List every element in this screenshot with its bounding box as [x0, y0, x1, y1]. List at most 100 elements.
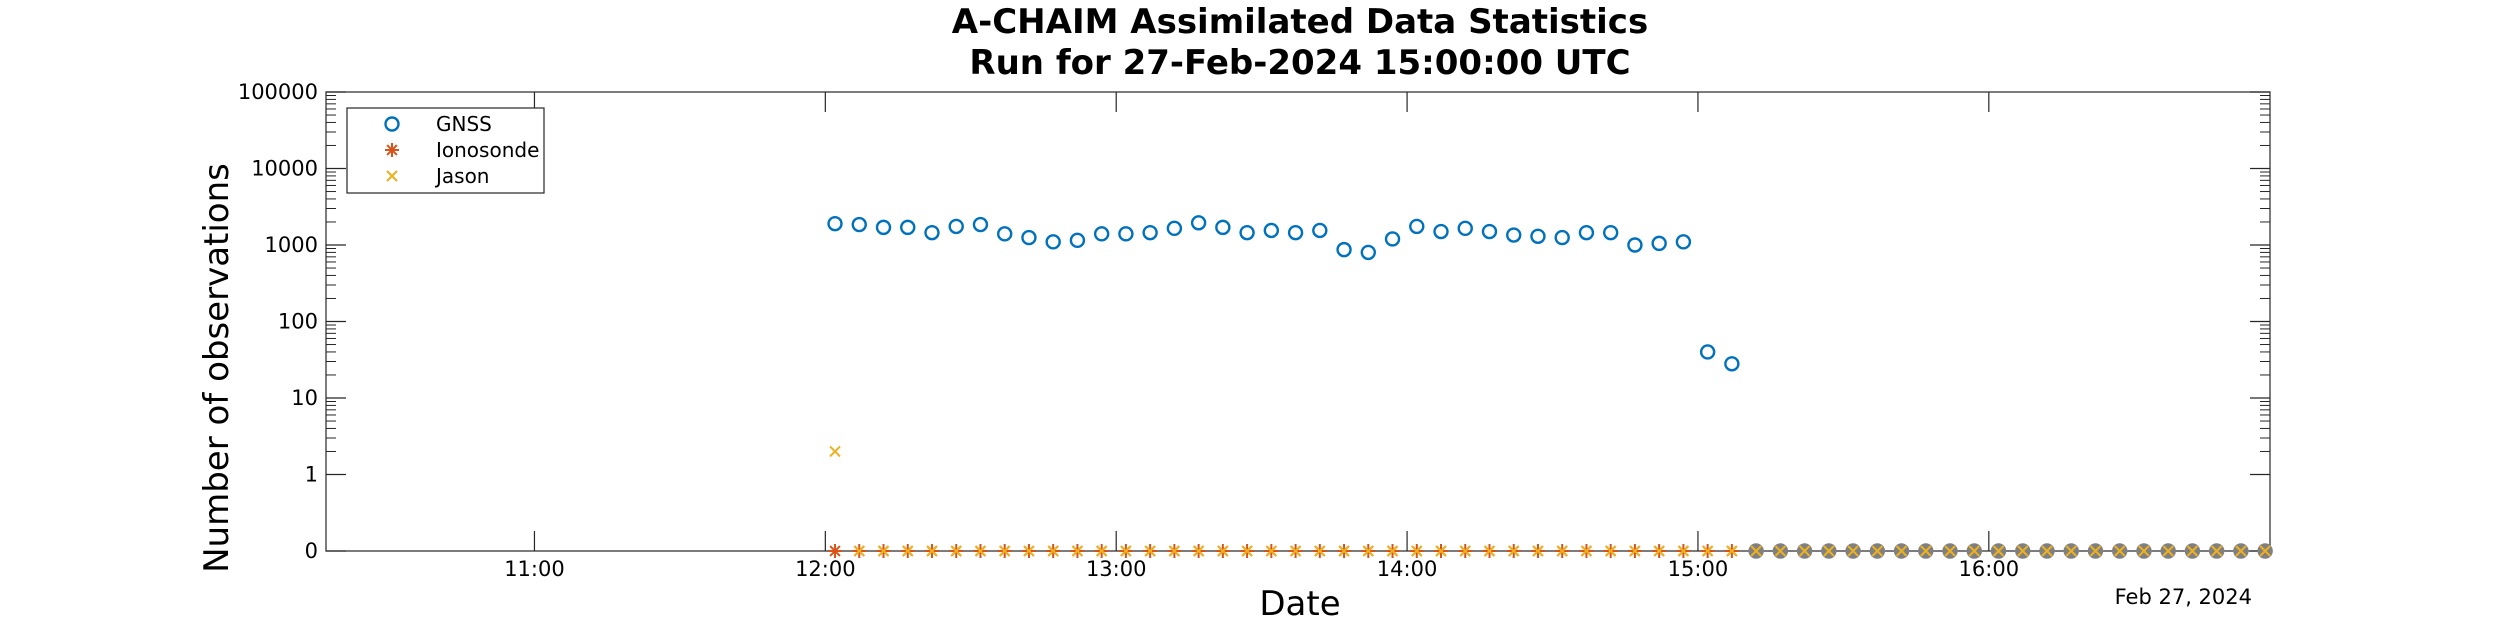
ionosonde-point [828, 544, 843, 558]
jason-point [2186, 545, 2199, 557]
gnss-point [1142, 224, 1158, 241]
gnss-point [1093, 226, 1110, 242]
jason-point [1386, 545, 1399, 557]
jason-point [1871, 545, 1884, 557]
gnss-point [1675, 234, 1692, 250]
jason-point [1023, 545, 1035, 557]
gnss-point [1554, 229, 1570, 246]
jason-point [902, 545, 914, 557]
jason-point [1895, 545, 1908, 557]
jason-point [2210, 545, 2223, 557]
jason-point [1604, 545, 1617, 557]
jason-point [1508, 545, 1520, 557]
gnss-point [924, 224, 940, 241]
jason-point [2162, 545, 2174, 557]
jason-point [1532, 545, 1544, 557]
x-tick-label: 15:00 [1668, 557, 1729, 581]
gnss-point [1069, 232, 1086, 249]
jason-point [1435, 545, 1447, 557]
gnss-point [1118, 226, 1134, 242]
jason-point [974, 545, 987, 557]
jason-point [1750, 545, 1762, 557]
jason-point [1120, 545, 1132, 557]
gnss-point [1384, 231, 1401, 247]
jason-point [2017, 545, 2029, 557]
gnss-point [1457, 220, 1473, 237]
jason-point [1144, 545, 1156, 557]
plot-frame [325, 91, 2271, 552]
jason-point [1411, 545, 1423, 557]
x-tick-label: 11:00 [504, 557, 565, 581]
y-tick-label: 10000 [251, 157, 318, 181]
x-tick-label: 13:00 [1086, 557, 1147, 581]
plot-marks [827, 215, 2273, 559]
jason-point [2065, 545, 2077, 557]
jason-point [1968, 545, 1980, 557]
gnss-point [1312, 222, 1328, 239]
y-tick-label: 1000 [265, 233, 318, 257]
gnss-point [1287, 224, 1304, 241]
gnss-point [827, 215, 843, 232]
y-tick-label: 10 [291, 386, 318, 410]
jason-point [1847, 545, 1859, 557]
chart-title-line-1: A-CHAIM Assimilated Data Statistics [952, 2, 1648, 42]
gnss-point [948, 218, 964, 235]
jason-point [1217, 545, 1229, 557]
jason-point [2114, 545, 2126, 557]
gnss-point [1409, 218, 1425, 235]
y-tick-label: 100000 [238, 80, 318, 104]
gnss-point [1506, 227, 1522, 243]
gnss-point [1627, 237, 1643, 253]
jason-point [998, 545, 1011, 557]
gnss-point [1530, 228, 1546, 244]
gnss-point [997, 226, 1013, 242]
gnss-point [1433, 223, 1449, 240]
jason-point [2041, 545, 2053, 557]
gnss-point [1651, 235, 1667, 252]
jason-point [2138, 545, 2150, 557]
legend-label-jason: Jason [434, 164, 490, 188]
x-axis-label: Date [1259, 584, 1340, 624]
jason-point [1920, 545, 1932, 557]
jason-point [1483, 545, 1496, 557]
chart-legend: GNSS Ionosonde Jason [346, 107, 545, 194]
jason-point [853, 545, 865, 557]
jason-point [1823, 545, 1835, 557]
jason-point [1798, 545, 1811, 557]
jason-point [926, 545, 938, 557]
gnss-point [1239, 224, 1255, 241]
jason-point [1653, 545, 1665, 557]
jason-point [1556, 545, 1568, 557]
jason-point [1338, 545, 1350, 557]
x-axis-date-label: Feb 27, 2024 [2115, 585, 2252, 609]
legend-label-gnss: GNSS [436, 112, 492, 136]
plot-axes: 0 1 10 100 1000 10000 100000 11:00 12:00 13:00 14:… [238, 80, 2271, 581]
jason-point [1192, 545, 1205, 557]
jason-point [1362, 545, 1375, 557]
jason-point [1459, 545, 1471, 557]
x-tick-label: 12:00 [795, 557, 856, 581]
jason-point [950, 545, 962, 557]
jason-point [829, 445, 841, 458]
gnss-point [1215, 219, 1231, 236]
jason-point [1944, 545, 1956, 557]
gnss-point [1578, 224, 1595, 241]
y-tick-label: 1 [305, 463, 318, 487]
x-tick-label: 16:00 [1959, 557, 2020, 581]
gnss-point [1602, 224, 1619, 241]
chart-title-line-2: Run for 27-Feb-2024 15:00:00 UTC [969, 43, 1630, 83]
gnss-point [1481, 223, 1498, 240]
y-tick-label: 0 [305, 539, 318, 563]
jason-point [1580, 545, 1593, 557]
jason-point [1726, 545, 1738, 557]
gnss-point [1263, 222, 1280, 239]
gnss-point [1360, 244, 1376, 261]
jason-point [1071, 545, 1084, 557]
jason-point [2235, 545, 2247, 557]
gnss-point [875, 219, 892, 236]
x-tick-label: 14:00 [1377, 557, 1438, 581]
gnss-point [972, 216, 989, 233]
jason-point [1168, 545, 1181, 557]
legend-marker-jason [386, 170, 398, 182]
